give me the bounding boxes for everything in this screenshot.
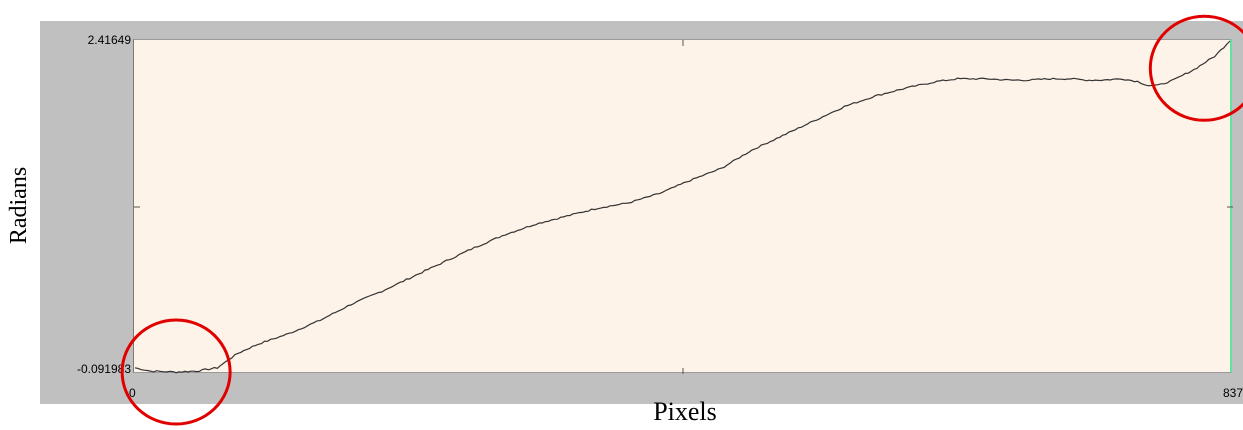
plot-svg xyxy=(120,14,1243,426)
annotation-circle-0 xyxy=(120,318,232,426)
y-tick-label-max: 2.41649 xyxy=(87,33,131,47)
y-axis-label: Radians xyxy=(6,166,33,244)
plot-area xyxy=(120,14,1243,426)
plot-frame: 2.41649 -0.091983 0 837 xyxy=(40,14,1243,426)
x-axis-label: Pixels xyxy=(653,397,717,426)
y-axis-title: Radians xyxy=(0,105,40,305)
x-tick-label-max: 837 xyxy=(1222,386,1243,400)
annotation-circle-1 xyxy=(1148,14,1243,122)
series-line-0 xyxy=(134,40,1231,374)
y-tick-label-min: -0.091983 xyxy=(76,362,131,376)
x-tick-label-min: 0 xyxy=(129,386,136,400)
